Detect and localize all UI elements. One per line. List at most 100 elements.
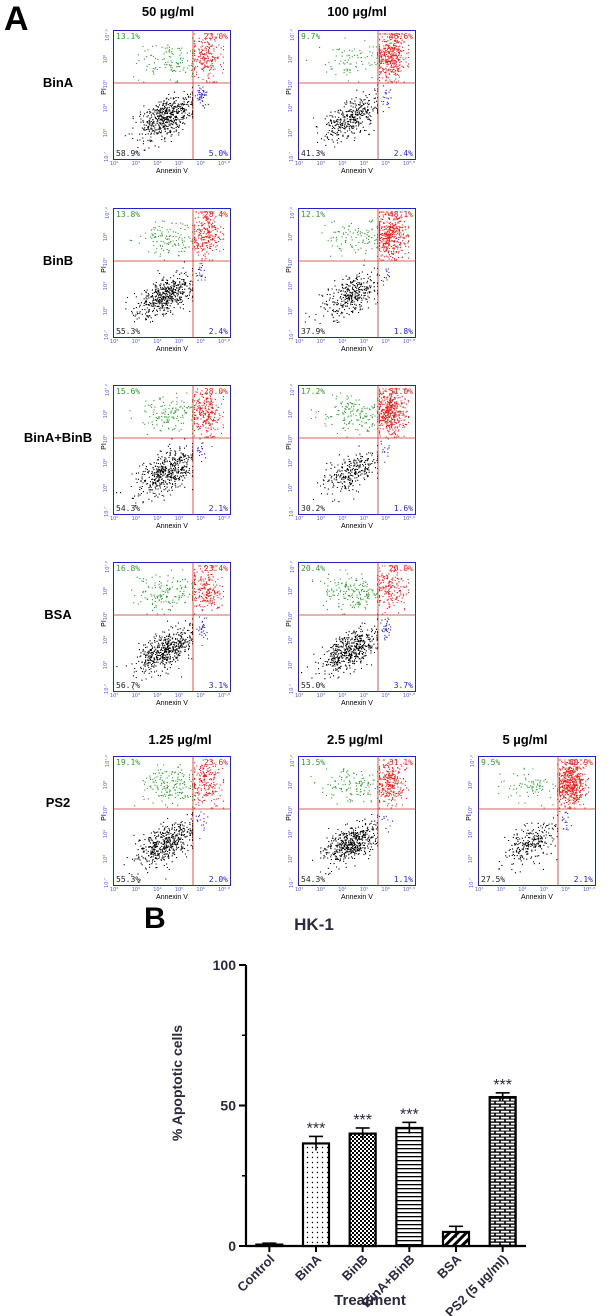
x-tick-label: 10⁶ (381, 693, 390, 699)
flow-plot-bina-binb-100: 17.2% 51.0% 30.2% 1.6% 10² 10³ 10⁴ 10⁵ 10⁶ 10⁶·⁸ 1… (286, 384, 416, 530)
quadrant-lr-percent: 2.4% (393, 149, 413, 158)
quadrant-ll-percent: 30.2% (301, 504, 326, 513)
bar-bina (301, 1142, 331, 1248)
plot-frame (298, 562, 416, 692)
flow-plot-bina-50: 13.1% 23.0% 58.9% 5.0% 10² 10³ 10⁴ 10⁵ 10⁶ 10⁶·⁸ 1… (101, 29, 231, 175)
dot-cloud (113, 208, 231, 338)
x-tick-label: 10² (110, 339, 119, 345)
dot-cloud (113, 562, 231, 692)
x-tick-label: 10⁴ (518, 887, 527, 893)
x-tick-label: 10² (295, 339, 304, 345)
x-tick-label: 10⁴ (338, 693, 347, 699)
x-tick-label: 10⁴ (153, 516, 162, 522)
quadrant-ul-percent: 9.5% (481, 758, 501, 767)
x-tick-label: 10⁶·⁸ (403, 516, 415, 522)
quadrant-lr-percent: 2.1% (208, 504, 228, 513)
x-tick-label: 10⁴ (153, 693, 162, 699)
x-tick-label: 10⁶ (196, 693, 205, 699)
dot-cloud (298, 30, 416, 160)
quadrant-ll-percent: 37.9% (301, 327, 326, 336)
ps2-header-1-25: 1.25 µg/ml (148, 732, 212, 747)
x-tick-label: BSA (434, 1251, 464, 1281)
quadrant-ll-percent: 55.0% (301, 681, 326, 690)
quadrant-lr-percent: 2.4% (208, 327, 228, 336)
x-tick-label: 10⁶·⁸ (403, 339, 415, 345)
quadrant-ur-percent: 60.9% (568, 758, 593, 767)
x-tick-label: 10⁶·⁸ (218, 339, 230, 345)
x-tick-label: 10² (295, 693, 304, 699)
quadrant-ll-percent: 55.3% (116, 875, 141, 884)
quadrant-lr-percent: 2.0% (208, 875, 228, 884)
x-tick-label: 10³ (316, 161, 325, 167)
dot-cloud (113, 385, 231, 515)
x-tick-label: 10⁶·⁸ (583, 887, 595, 893)
x-axis-label: Annexin V (521, 894, 553, 901)
y-axis-label: % Apoptotic cells (169, 1025, 185, 1141)
row-label-ps2: PS2 (45, 795, 71, 810)
x-tick-label: Control (234, 1252, 277, 1295)
quadrant-ur-percent: 23.6% (203, 758, 228, 767)
x-axis-label: Annexin V (341, 168, 373, 175)
quadrant-lr-percent: 3.7% (393, 681, 413, 690)
column-header-100: 100 µg/ml (327, 4, 387, 19)
x-tick-label: 10² (475, 887, 484, 893)
quadrant-ll-percent: 54.3% (116, 504, 141, 513)
dot-cloud (113, 30, 231, 160)
x-tick-label: 10⁶·⁸ (218, 887, 230, 893)
bar-binb (348, 1132, 377, 1248)
quadrant-ul-percent: 20.4% (301, 564, 326, 573)
plot-frame (113, 208, 231, 338)
significance-marker: *** (493, 1077, 512, 1094)
bar-ps2-5-g-ml- (488, 1095, 517, 1248)
flow-plot-ps2-1-25: 19.1% 23.6% 55.3% 2.0% 10² 10³ 10⁴ 10⁵ 10⁶ 10⁶·⁸ 1… (101, 755, 231, 901)
x-axis-label: Annexin V (341, 894, 373, 901)
quadrant-ur-percent: 31.1% (388, 758, 413, 767)
quadrant-ur-percent: 48.1% (388, 210, 413, 219)
quadrant-ll-percent: 54.3% (301, 875, 326, 884)
x-tick-label: 10³ (316, 339, 325, 345)
flow-plot-ps2-2-5: 13.5% 31.1% 54.3% 1.1% 10² 10³ 10⁴ 10⁵ 10⁶ 10⁶·⁸ 1… (286, 755, 416, 901)
x-tick-label: 10⁵ (359, 339, 369, 345)
x-tick-label: 10⁶ (196, 887, 205, 893)
x-axis-label: Annexin V (341, 523, 373, 530)
dot-cloud (478, 756, 596, 886)
quadrant-ul-percent: 13.1% (116, 32, 141, 41)
x-tick-label: 10³ (496, 887, 505, 893)
dot-cloud (298, 756, 416, 886)
quadrant-ur-percent: 28.0% (203, 387, 228, 396)
quadrant-ll-percent: 56.7% (116, 681, 141, 690)
dot-cloud (298, 385, 416, 515)
significance-marker: *** (400, 1106, 419, 1123)
quadrant-ul-percent: 16.8% (116, 564, 141, 573)
quadrant-ur-percent: 20.9% (388, 564, 413, 573)
dot-cloud (298, 208, 416, 338)
x-tick-label: 10⁶·⁸ (218, 693, 230, 699)
x-tick-label: 10² (295, 516, 304, 522)
dot-cloud (113, 756, 231, 886)
x-tick-label: 10⁴ (338, 516, 347, 522)
x-tick-label: 10⁶ (381, 339, 390, 345)
y-tick-label: 50 (220, 1098, 236, 1114)
quadrant-ul-percent: 9.7% (301, 32, 321, 41)
x-tick-label: 10⁶ (381, 516, 390, 522)
x-tick-label: 10⁵ (359, 516, 369, 522)
row-label-bina-binb: BinA+BinB (23, 430, 93, 445)
bar-bina-binb (395, 1126, 424, 1248)
x-tick-label: 10² (110, 693, 119, 699)
x-tick-label: 10⁵ (359, 887, 369, 893)
x-tick-label: 10⁵ (174, 693, 184, 699)
plot-frame (298, 385, 416, 515)
flow-plot-bina-100: 9.7% 46.6% 41.3% 2.4% 10² 10³ 10⁴ 10⁵ 10⁶ 10⁶·⁸ 10… (286, 29, 416, 175)
panel-a-label: A (4, 0, 29, 38)
quadrant-ll-percent: 58.9% (116, 149, 141, 158)
quadrant-ll-percent: 27.5% (481, 875, 506, 884)
flow-plot-bsa-100: 20.4% 20.9% 55.0% 3.7% 10² 10³ 10⁴ 10⁵ 10⁶ 10⁶·⁸ 1… (286, 561, 416, 707)
x-axis-label: Annexin V (156, 346, 188, 353)
x-tick-label: 10⁶·⁸ (218, 516, 230, 522)
quadrant-lr-percent: 3.1% (208, 681, 228, 690)
plot-frame (298, 208, 416, 338)
flow-plot-binb-50: 13.8% 28.4% 55.3% 2.4% 10² 10³ 10⁴ 10⁵ 10⁶ 10⁶·⁸ 1… (101, 207, 231, 353)
flow-plot-binb-100: 12.1% 48.1% 37.9% 1.8% 10² 10³ 10⁴ 10⁵ 10⁶ 10⁶·⁸ 1… (286, 207, 416, 353)
x-tick-label: 10⁵ (174, 516, 184, 522)
quadrant-ur-percent: 46.6% (388, 32, 413, 41)
